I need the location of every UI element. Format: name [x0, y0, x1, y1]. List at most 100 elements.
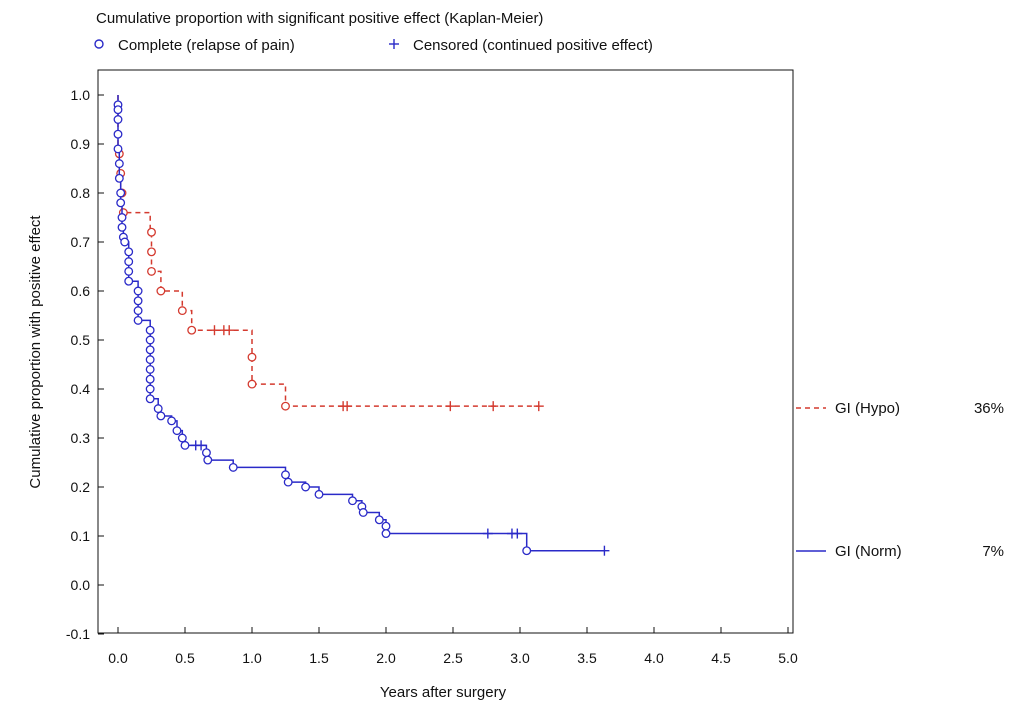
- event-marker-norm: [116, 188, 126, 198]
- legend: Complete (relapse of pain) Censored (con…: [94, 37, 653, 54]
- series-legend-percent-hypo: 36%: [974, 400, 1004, 417]
- event-marker-hypo: [147, 227, 156, 237]
- event-marker-hypo: [247, 352, 257, 362]
- y-tick-label: 0.0: [71, 577, 91, 593]
- y-axis: 1.0 0.9 0.8 0.7 0.6 0.5 0.4 0.3 0.2 0.1 0.0 -0.1: [66, 87, 104, 642]
- y-tick-label: 0.7: [71, 234, 91, 250]
- event-marker-norm: [358, 508, 368, 517]
- x-tick-label: 1.5: [309, 650, 329, 666]
- event-marker-hypo: [156, 286, 166, 296]
- event-marker-norm: [113, 129, 123, 139]
- event-marker-hypo: [147, 266, 156, 276]
- event-marker-norm: [145, 364, 155, 374]
- event-marker-norm: [124, 247, 134, 257]
- event-marker-norm: [120, 237, 130, 247]
- x-tick-label: 3.0: [510, 650, 530, 666]
- event-marker-norm: [133, 286, 143, 296]
- event-marker-hypo: [147, 247, 156, 257]
- event-marker-norm: [180, 440, 190, 450]
- event-marker-norm: [117, 213, 127, 222]
- event-marker-norm: [153, 404, 163, 414]
- event-marker-norm: [314, 489, 324, 499]
- event-marker-norm: [283, 477, 293, 487]
- y-tick-label: 0.1: [71, 528, 91, 544]
- event-marker-norm: [145, 345, 155, 355]
- event-marker-hypo: [187, 325, 197, 335]
- series-line-hypo: [117, 95, 539, 407]
- x-tick-label: 2.0: [376, 650, 396, 666]
- x-tick-label: 1.0: [242, 650, 262, 666]
- y-axis-label: Cumulative proportion with positive effe…: [27, 215, 44, 489]
- event-marker-hypo: [177, 306, 187, 316]
- event-marker-norm: [145, 384, 155, 394]
- event-marker-norm: [113, 144, 123, 154]
- event-marker-norm: [114, 173, 124, 183]
- event-marker-norm: [381, 529, 391, 538]
- series-legend-percent-norm: 7%: [982, 543, 1004, 560]
- x-tick-label: 5.0: [778, 650, 798, 666]
- event-marker-norm: [348, 496, 357, 506]
- series-layer: [113, 95, 610, 556]
- event-marker-norm: [124, 257, 134, 267]
- y-tick-label: 0.3: [71, 430, 91, 446]
- event-marker-hypo: [281, 401, 290, 411]
- legend-complete-marker: [94, 39, 104, 49]
- series-legend: GI (Hypo) 36% GI (Norm) 7%: [796, 400, 1004, 560]
- event-marker-norm: [374, 515, 384, 525]
- y-tick-label: 0.4: [71, 381, 91, 397]
- event-marker-norm: [228, 462, 238, 472]
- censored-marker-hypo: [533, 401, 544, 412]
- censored-marker-hypo: [209, 325, 220, 336]
- event-marker-norm: [167, 416, 177, 426]
- event-marker-norm: [114, 159, 124, 169]
- event-marker-norm: [172, 426, 182, 436]
- x-tick-label: 0.0: [108, 650, 128, 666]
- event-marker-norm: [133, 306, 143, 316]
- x-axis: 0.0 0.5 1.0 1.5 2.0 2.5 3.0 3.5 4.0 4.5 5.0: [108, 627, 798, 666]
- series-legend-name-norm: GI (Norm): [835, 543, 902, 560]
- y-tick-label: 0.5: [71, 332, 91, 348]
- event-marker-norm: [116, 198, 126, 208]
- censored-marker-hypo: [224, 325, 235, 336]
- y-tick-label: 0.8: [71, 185, 91, 201]
- series-legend-name-hypo: GI (Hypo): [835, 400, 900, 417]
- event-marker-norm: [133, 296, 143, 306]
- x-tick-label: 4.0: [644, 650, 664, 666]
- y-tick-label: 0.2: [71, 479, 91, 495]
- x-tick-label: 3.5: [577, 650, 597, 666]
- x-axis-label: Years after surgery: [380, 684, 507, 701]
- y-tick-label: 1.0: [71, 87, 91, 103]
- plot-frame: [97, 69, 794, 634]
- event-marker-norm: [133, 315, 143, 325]
- censored-marker-norm: [512, 528, 523, 539]
- event-marker-norm: [301, 482, 311, 492]
- event-marker-norm: [145, 394, 155, 404]
- event-marker-norm: [203, 455, 213, 465]
- event-marker-norm: [281, 470, 290, 480]
- event-marker-norm: [145, 374, 155, 384]
- y-tick-label: -0.1: [66, 626, 90, 642]
- censored-marker-norm: [196, 440, 207, 451]
- event-marker-norm: [381, 521, 391, 531]
- event-marker-hypo: [247, 379, 257, 389]
- x-tick-label: 2.5: [443, 650, 463, 666]
- event-marker-norm: [124, 266, 134, 276]
- event-marker-norm: [177, 433, 187, 443]
- event-marker-norm: [145, 335, 155, 345]
- event-marker-norm: [156, 411, 166, 421]
- x-tick-label: 0.5: [175, 650, 195, 666]
- x-tick-label: 4.5: [711, 650, 731, 666]
- y-tick-label: 0.6: [71, 283, 91, 299]
- legend-complete-label: Complete (relapse of pain): [118, 37, 295, 54]
- event-marker-norm: [145, 325, 155, 335]
- censored-marker-hypo: [342, 401, 353, 412]
- event-marker-norm: [201, 448, 211, 458]
- event-marker-norm: [117, 222, 127, 232]
- chart-title: Cumulative proportion with significant p…: [96, 10, 543, 27]
- y-tick-label: 0.9: [71, 136, 91, 152]
- censored-marker-norm: [599, 545, 610, 556]
- legend-censored-label: Censored (continued positive effect): [413, 37, 653, 54]
- event-marker-norm: [113, 115, 123, 124]
- event-marker-norm: [145, 355, 155, 365]
